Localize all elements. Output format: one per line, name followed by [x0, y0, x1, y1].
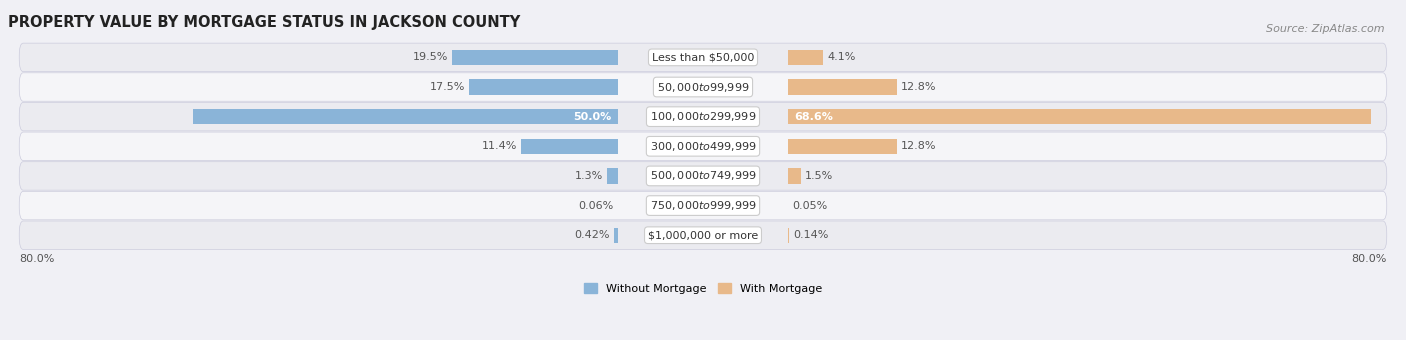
- FancyBboxPatch shape: [20, 162, 1386, 190]
- FancyBboxPatch shape: [20, 43, 1386, 72]
- Bar: [787, 109, 1371, 124]
- Bar: [787, 168, 800, 184]
- Bar: [614, 227, 619, 243]
- FancyBboxPatch shape: [20, 73, 1386, 101]
- Text: 80.0%: 80.0%: [1351, 254, 1386, 264]
- Text: 0.42%: 0.42%: [575, 230, 610, 240]
- Text: 1.3%: 1.3%: [575, 171, 603, 181]
- Bar: [787, 79, 897, 95]
- Text: 12.8%: 12.8%: [901, 141, 936, 151]
- Text: $1,000,000 or more: $1,000,000 or more: [648, 230, 758, 240]
- Text: Less than $50,000: Less than $50,000: [652, 52, 754, 62]
- Bar: [522, 139, 619, 154]
- Text: 0.06%: 0.06%: [578, 201, 613, 210]
- Text: PROPERTY VALUE BY MORTGAGE STATUS IN JACKSON COUNTY: PROPERTY VALUE BY MORTGAGE STATUS IN JAC…: [8, 15, 520, 30]
- Bar: [607, 168, 619, 184]
- FancyBboxPatch shape: [20, 221, 1386, 250]
- Text: Source: ZipAtlas.com: Source: ZipAtlas.com: [1267, 24, 1385, 34]
- Text: 11.4%: 11.4%: [482, 141, 517, 151]
- Legend: Without Mortgage, With Mortgage: Without Mortgage, With Mortgage: [579, 279, 827, 298]
- Bar: [453, 50, 619, 65]
- Bar: [470, 79, 619, 95]
- Text: 17.5%: 17.5%: [430, 82, 465, 92]
- Text: $300,000 to $499,999: $300,000 to $499,999: [650, 140, 756, 153]
- Text: $500,000 to $749,999: $500,000 to $749,999: [650, 169, 756, 183]
- Text: $50,000 to $99,999: $50,000 to $99,999: [657, 81, 749, 94]
- FancyBboxPatch shape: [20, 132, 1386, 160]
- Text: $100,000 to $299,999: $100,000 to $299,999: [650, 110, 756, 123]
- FancyBboxPatch shape: [20, 102, 1386, 131]
- Text: 4.1%: 4.1%: [827, 52, 855, 62]
- Text: 68.6%: 68.6%: [794, 112, 834, 122]
- Text: 0.14%: 0.14%: [793, 230, 828, 240]
- Bar: [787, 50, 823, 65]
- Text: 19.5%: 19.5%: [413, 52, 449, 62]
- Bar: [787, 139, 897, 154]
- Text: 1.5%: 1.5%: [804, 171, 834, 181]
- Bar: [194, 109, 619, 124]
- Text: $750,000 to $999,999: $750,000 to $999,999: [650, 199, 756, 212]
- Text: 12.8%: 12.8%: [901, 82, 936, 92]
- Text: 0.05%: 0.05%: [793, 201, 828, 210]
- FancyBboxPatch shape: [20, 191, 1386, 220]
- Text: 80.0%: 80.0%: [20, 254, 55, 264]
- Text: 50.0%: 50.0%: [574, 112, 612, 122]
